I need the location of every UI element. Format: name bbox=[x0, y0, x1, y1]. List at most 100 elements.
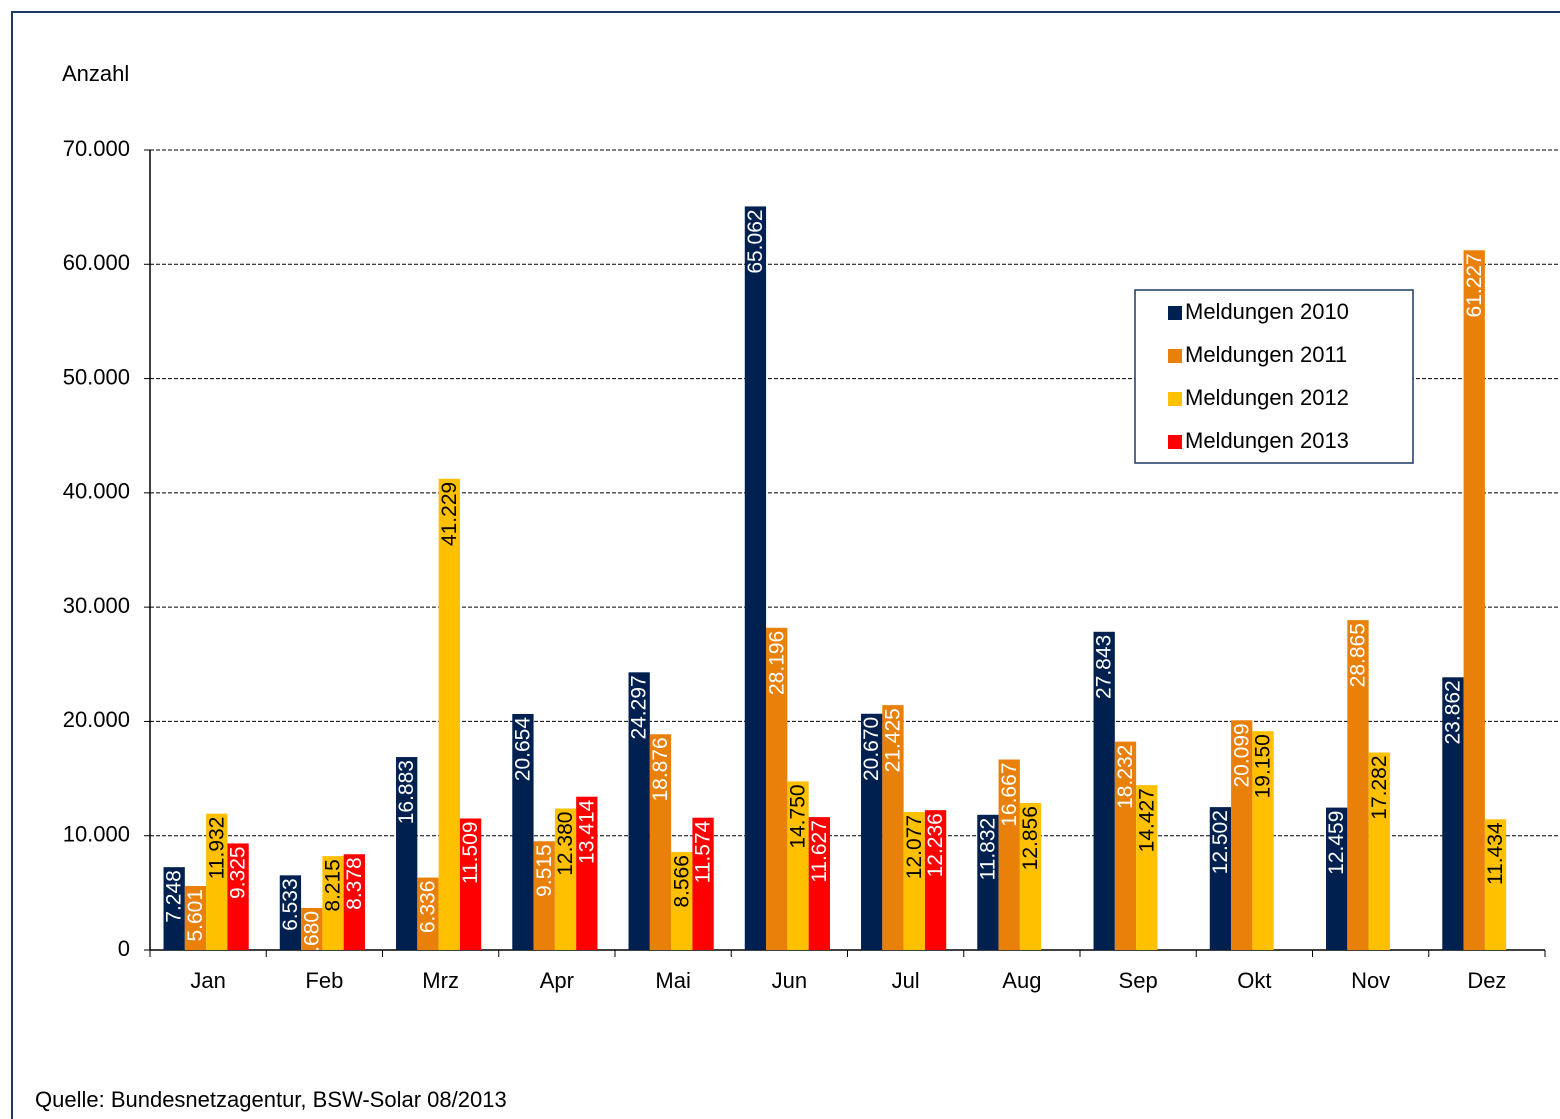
value-label: 12.077 bbox=[903, 815, 926, 879]
value-label: 28.865 bbox=[1347, 623, 1370, 687]
x-tick-label: Mai bbox=[655, 968, 690, 993]
value-label: 11.509 bbox=[459, 821, 482, 884]
bar bbox=[692, 817, 714, 950]
x-tick-label: Apr bbox=[540, 968, 574, 993]
bar bbox=[1484, 819, 1507, 950]
bar bbox=[628, 672, 650, 950]
y-tick-label: 20.000 bbox=[63, 707, 130, 732]
bar bbox=[512, 713, 534, 950]
y-axis-label: Anzahl bbox=[62, 61, 129, 86]
bar bbox=[206, 813, 228, 950]
bar bbox=[459, 818, 482, 950]
bar bbox=[671, 852, 693, 950]
value-label: 7.248 bbox=[163, 870, 186, 923]
bar bbox=[417, 877, 439, 950]
x-tick-label: Aug bbox=[1002, 968, 1041, 993]
value-label: 8.378 bbox=[343, 857, 366, 910]
bar bbox=[301, 907, 323, 950]
value-label: 21.425 bbox=[882, 708, 905, 772]
value-label: 11.627 bbox=[808, 820, 831, 883]
value-label: 18.876 bbox=[649, 737, 672, 801]
legend-swatch bbox=[1168, 349, 1182, 363]
bar bbox=[1093, 631, 1115, 950]
value-label: 65.062 bbox=[744, 209, 767, 273]
bar bbox=[649, 734, 672, 950]
bar bbox=[1463, 250, 1485, 950]
bar bbox=[554, 808, 577, 950]
y-tick-label: 0 bbox=[118, 936, 130, 961]
value-label: 11.434 bbox=[1484, 822, 1507, 885]
x-tick-label: Feb bbox=[305, 968, 343, 993]
x-tick-label: Jan bbox=[190, 968, 225, 993]
x-tick-label: Nov bbox=[1351, 968, 1390, 993]
y-tick-label: 40.000 bbox=[63, 479, 130, 504]
bar bbox=[882, 705, 904, 950]
value-label: 3.680 bbox=[300, 911, 323, 964]
y-tick-label: 60.000 bbox=[63, 250, 130, 275]
bar bbox=[977, 814, 999, 950]
bar bbox=[163, 867, 185, 950]
legend-label: Meldungen 2013 bbox=[1185, 428, 1349, 453]
legend-label: Meldungen 2012 bbox=[1185, 385, 1349, 410]
value-label: 12.380 bbox=[554, 812, 577, 876]
bar bbox=[903, 811, 925, 950]
value-label: 9.515 bbox=[533, 844, 556, 897]
value-label: 27.843 bbox=[1093, 635, 1116, 699]
value-label: 20.670 bbox=[860, 717, 883, 781]
bar bbox=[1326, 807, 1348, 950]
x-tick-label: Sep bbox=[1119, 968, 1158, 993]
value-label: 14.750 bbox=[787, 784, 810, 848]
value-label: 9.325 bbox=[227, 846, 250, 899]
value-label: 12.236 bbox=[924, 813, 947, 877]
bar bbox=[1209, 807, 1232, 950]
value-label: 17.282 bbox=[1368, 755, 1391, 819]
bar bbox=[184, 885, 207, 950]
y-tick-label: 10.000 bbox=[63, 822, 130, 847]
y-tick-label: 70.000 bbox=[63, 136, 130, 161]
bar bbox=[279, 875, 302, 950]
legend-swatch bbox=[1168, 392, 1182, 406]
x-tick-label: Mrz bbox=[422, 968, 459, 993]
value-label: 20.654 bbox=[511, 717, 534, 782]
value-label: 14.427 bbox=[1135, 788, 1158, 852]
value-label: 41.229 bbox=[438, 482, 461, 546]
value-label: 28.196 bbox=[765, 631, 788, 695]
value-label: 13.414 bbox=[575, 799, 598, 864]
bar bbox=[1114, 741, 1137, 950]
value-label: 5.601 bbox=[184, 889, 207, 942]
value-label: 61.227 bbox=[1463, 253, 1486, 317]
bar bbox=[533, 841, 555, 950]
value-label: 12.856 bbox=[1019, 806, 1042, 870]
bar bbox=[576, 796, 598, 950]
value-label: 16.883 bbox=[395, 760, 418, 824]
bar bbox=[924, 810, 947, 950]
value-label: 11.832 bbox=[976, 818, 999, 881]
value-label: 12.459 bbox=[1325, 811, 1348, 875]
y-tick-label: 50.000 bbox=[63, 364, 130, 389]
bar bbox=[1019, 803, 1042, 950]
x-tick-label: Jul bbox=[892, 968, 920, 993]
value-label: 12.502 bbox=[1209, 810, 1232, 874]
value-label: 23.862 bbox=[1441, 680, 1464, 744]
x-tick-label: Jun bbox=[772, 968, 807, 993]
value-label: 24.297 bbox=[628, 675, 651, 739]
bar bbox=[808, 817, 830, 950]
bar bbox=[861, 713, 883, 950]
value-label: 11.932 bbox=[205, 817, 228, 880]
bar bbox=[1136, 785, 1158, 950]
legend-label: Meldungen 2010 bbox=[1185, 299, 1349, 324]
bar bbox=[1442, 677, 1464, 950]
value-label: 8.566 bbox=[670, 855, 693, 908]
x-tick-label: Okt bbox=[1237, 968, 1271, 993]
bar bbox=[343, 854, 365, 950]
bar bbox=[1368, 752, 1390, 950]
bar bbox=[396, 757, 418, 950]
bar bbox=[1347, 620, 1369, 950]
legend-swatch bbox=[1168, 435, 1182, 449]
source: Quelle: Bundesnetzagentur, BSW-Solar 08/… bbox=[35, 1087, 507, 1112]
legend-label: Meldungen 2011 bbox=[1185, 342, 1347, 367]
value-label: 6.533 bbox=[279, 878, 302, 931]
bar bbox=[1231, 720, 1253, 950]
bar bbox=[766, 627, 788, 950]
value-label: 16.667 bbox=[998, 763, 1021, 827]
